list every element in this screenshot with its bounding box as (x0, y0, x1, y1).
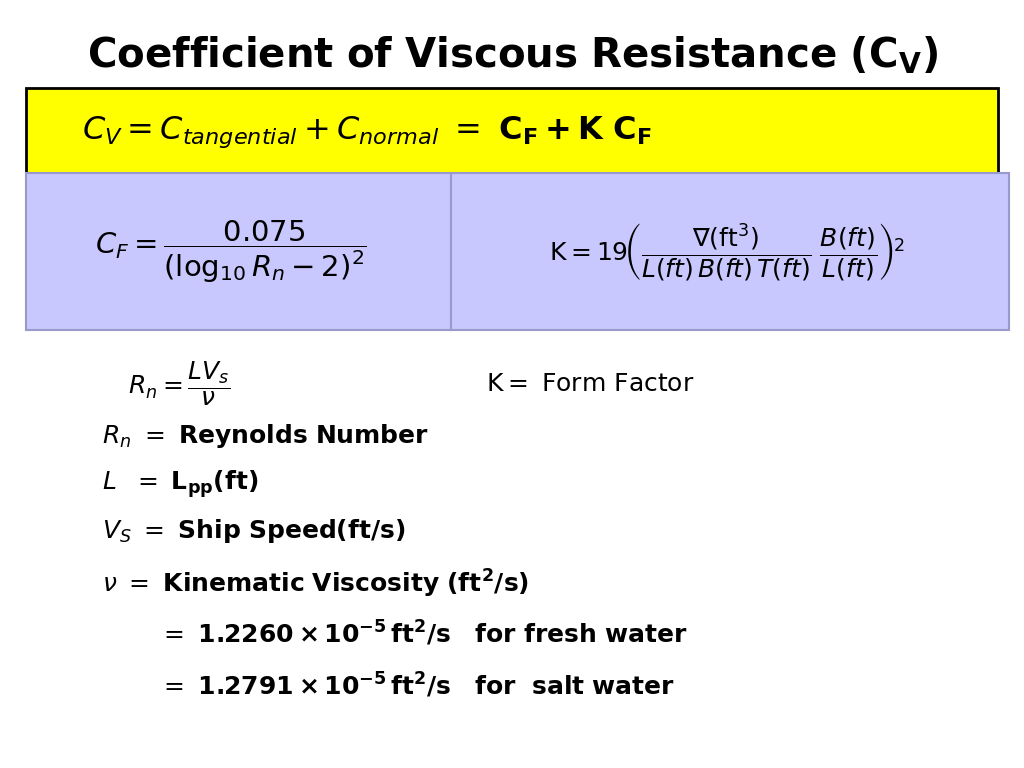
Text: $\mathit{\nu}\ =\ \mathbf{Kinematic\ Viscosity\ (ft^2/s)}$: $\mathit{\nu}\ =\ \mathbf{Kinematic\ Vis… (102, 568, 529, 600)
FancyBboxPatch shape (26, 88, 998, 177)
FancyBboxPatch shape (451, 173, 1009, 330)
Text: $\mathit{R_n = \dfrac{LV_s}{\nu}}$: $\mathit{R_n = \dfrac{LV_s}{\nu}}$ (128, 360, 230, 408)
Text: $\mathbf{Coefficient\ of\ Viscous\ Resistance\ (C_V)}$: $\mathbf{Coefficient\ of\ Viscous\ Resis… (87, 35, 937, 76)
Text: $\mathrm{K=\ Form\ Factor}$: $\mathrm{K=\ Form\ Factor}$ (486, 372, 695, 396)
FancyBboxPatch shape (26, 173, 451, 330)
Text: $\mathit{C_F = \dfrac{0.075}{(\log_{10} R_n - 2)^2}}$: $\mathit{C_F = \dfrac{0.075}{(\log_{10} … (94, 219, 367, 285)
Text: $\mathit{V_S}\ =\ \mathbf{Ship\ Speed(ft/s)}$: $\mathit{V_S}\ =\ \mathbf{Ship\ Speed(ft… (102, 518, 406, 545)
Text: $=\ \mathbf{1.2260 \times 10^{-5}\,ft^2/s\quad for\ fresh\ water}$: $=\ \mathbf{1.2260 \times 10^{-5}\,ft^2/… (159, 619, 687, 648)
Text: $\mathrm{K} = 19\!\left(\dfrac{\nabla(\mathrm{ft}^3)}{L(\mathit{ft})\,B(\mathit{: $\mathrm{K} = 19\!\left(\dfrac{\nabla(\m… (549, 221, 905, 283)
Text: $=\ \mathbf{1.2791 \times 10^{-5}\,ft^2/s\quad for\ \ salt\ water}$: $=\ \mathbf{1.2791 \times 10^{-5}\,ft^2/… (159, 670, 675, 700)
Text: $\mathit{C_V = C_{tangential} + C_{normal}}\ =\ \mathbf{C_F + K\ C_F}$: $\mathit{C_V = C_{tangential} + C_{norma… (82, 114, 652, 150)
Text: $\mathit{L}\ \ =\ \mathbf{L_{pp}}$$\mathbf{(ft)}$: $\mathit{L}\ \ =\ \mathbf{L_{pp}}$$\math… (102, 468, 259, 500)
Text: $\mathit{R_n}\ =\ \mathbf{Reynolds\ Number}$: $\mathit{R_n}\ =\ \mathbf{Reynolds\ Numb… (102, 422, 429, 450)
